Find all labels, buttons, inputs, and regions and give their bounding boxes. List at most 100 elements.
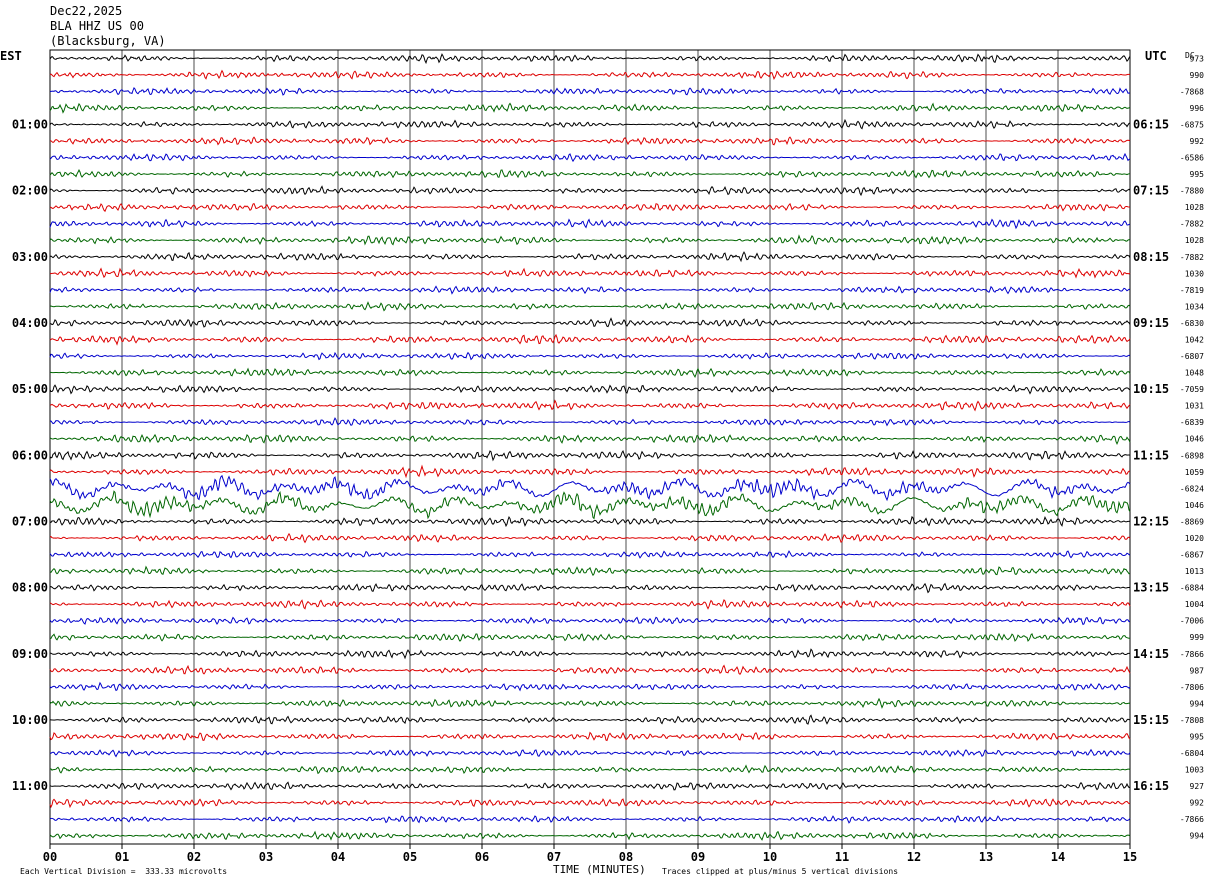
dc-offset-label: 994 — [1190, 699, 1205, 708]
hour-label-utc: 11:15 — [1133, 448, 1169, 462]
dc-offset-label: -7059 — [1180, 385, 1204, 394]
dc-offset-label: 1020 — [1185, 534, 1204, 543]
trace-line — [49, 515, 1131, 528]
trace-line — [49, 384, 1131, 395]
station-code: BLA HHZ US 00 — [50, 19, 144, 33]
hour-label-utc: 07:15 — [1133, 184, 1169, 198]
hour-label-utc: 13:15 — [1133, 581, 1169, 595]
trace-line — [49, 697, 1131, 709]
dc-offset-label: -7868 — [1180, 87, 1204, 96]
trace-line — [49, 781, 1131, 791]
clip-note: Traces clipped at plus/minus 5 vertical … — [662, 867, 899, 876]
hour-label-utc: 08:15 — [1133, 250, 1169, 264]
dc-offset-label: 1013 — [1185, 567, 1204, 576]
dc-offset-label: 1059 — [1185, 468, 1204, 477]
x-tick-label: 12 — [907, 850, 921, 864]
x-tick-label: 04 — [331, 850, 345, 864]
dc-offset-label: -6807 — [1180, 352, 1204, 361]
station-location: (Blacksburg, VA) — [50, 34, 166, 48]
x-axis-title: TIME (MINUTES) — [553, 863, 646, 876]
dc-offset-label: 927 — [1190, 782, 1205, 791]
hour-label-est: 01:00 — [12, 117, 48, 131]
trace-line — [49, 152, 1131, 163]
x-tick-label: 06 — [475, 850, 489, 864]
dc-offset-label: -7006 — [1180, 617, 1204, 626]
x-tick-label: 05 — [403, 850, 417, 864]
trace-line — [49, 267, 1131, 279]
dc-offset-label: -7882 — [1180, 253, 1204, 262]
trace-line — [49, 333, 1131, 346]
dc-offset-label: 1030 — [1185, 269, 1204, 278]
dc-offset-label: -6586 — [1180, 154, 1204, 163]
time-gridlines — [49, 49, 1131, 849]
x-tick-label: 11 — [835, 850, 849, 864]
dc-offset-label: -8869 — [1180, 517, 1204, 526]
seismic-traces — [49, 53, 1131, 841]
dc-offset-label: -7880 — [1180, 187, 1204, 196]
dc-offset-label: 999 — [1190, 633, 1205, 642]
plot-date: Dec22,2025 — [50, 4, 123, 18]
dc-offset-label: 973 — [1190, 54, 1205, 63]
hour-label-est: 08:00 — [12, 581, 48, 595]
trace-line — [49, 664, 1131, 676]
hour-label-est: 06:00 — [12, 448, 48, 462]
dc-offset-label: -7806 — [1180, 683, 1204, 692]
dc-offset-label: 1028 — [1185, 203, 1204, 212]
hour-label-utc: 14:15 — [1133, 647, 1169, 661]
trace-line — [49, 218, 1131, 230]
dc-offset-label: 1048 — [1185, 369, 1204, 378]
trace-line — [49, 648, 1131, 660]
trace-line — [49, 367, 1131, 379]
x-tick-label: 03 — [259, 850, 273, 864]
x-tick-label: 10 — [763, 850, 777, 864]
dc-offset-label: -7882 — [1180, 220, 1204, 229]
plot-frame — [49, 49, 1131, 845]
trace-line — [49, 351, 1131, 361]
hour-label-est: 05:00 — [12, 382, 48, 396]
trace-line — [49, 815, 1131, 824]
dc-offset-label: 1031 — [1185, 402, 1204, 411]
x-tick-label: 07 — [547, 850, 561, 864]
x-tick-label: 14 — [1051, 850, 1065, 864]
x-tick-label: 13 — [979, 850, 993, 864]
left-timezone-label: EST — [0, 49, 22, 63]
trace-line — [49, 69, 1131, 81]
dc-offset-label: 1028 — [1185, 236, 1204, 245]
dc-offset-label: -7866 — [1180, 815, 1204, 824]
x-tick-label: 08 — [619, 850, 633, 864]
dc-offset-label: 995 — [1190, 732, 1205, 741]
x-tick-label: 02 — [187, 850, 201, 864]
dc-offset-label: -6884 — [1180, 584, 1204, 593]
dc-header-label: DC — [1185, 51, 1195, 60]
dc-offset-label: -6875 — [1180, 120, 1204, 129]
trace-line — [49, 433, 1131, 446]
hour-label-est: 11:00 — [12, 779, 48, 793]
hour-label-est: 10:00 — [12, 713, 48, 727]
trace-line — [49, 681, 1131, 692]
trace-line — [49, 285, 1131, 295]
hour-label-est: 07:00 — [12, 514, 48, 528]
dc-offset-label: -7808 — [1180, 716, 1204, 725]
hour-label-utc: 12:15 — [1133, 514, 1169, 528]
dc-offset-label: 1046 — [1185, 501, 1204, 510]
dc-offset-label: -6867 — [1180, 551, 1204, 560]
trace-line — [49, 748, 1131, 758]
hour-label-utc: 16:15 — [1133, 779, 1169, 793]
dc-offset-label: -6830 — [1180, 319, 1204, 328]
dc-offset-label: 992 — [1190, 137, 1205, 146]
dc-offset-label: 990 — [1190, 71, 1205, 80]
trace-line — [49, 474, 1131, 502]
dc-offset-label: -6804 — [1180, 749, 1204, 758]
dc-offset-label: -7866 — [1180, 650, 1204, 659]
hour-label-utc: 09:15 — [1133, 316, 1169, 330]
dc-offset-label: 996 — [1190, 104, 1205, 113]
x-tick-label: 00 — [43, 850, 57, 864]
trace-line — [49, 301, 1131, 312]
trace-line — [49, 251, 1131, 263]
trace-line — [49, 102, 1131, 114]
dc-offset-label: 1003 — [1185, 766, 1204, 775]
right-timezone-label: UTC — [1145, 49, 1167, 63]
trace-line — [49, 399, 1131, 412]
trace-line — [49, 185, 1131, 197]
trace-line — [49, 798, 1131, 809]
